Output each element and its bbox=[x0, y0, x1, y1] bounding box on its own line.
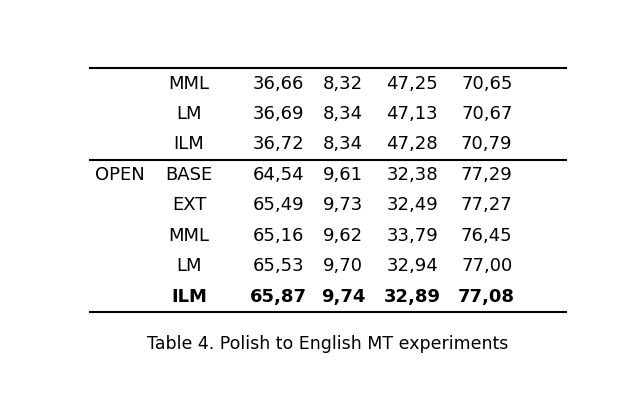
Text: 32,94: 32,94 bbox=[387, 257, 438, 275]
Text: 64,54: 64,54 bbox=[253, 166, 304, 184]
Text: BASE: BASE bbox=[166, 166, 212, 184]
Text: MML: MML bbox=[168, 74, 210, 92]
Text: 47,25: 47,25 bbox=[387, 74, 438, 92]
Text: 36,69: 36,69 bbox=[253, 105, 304, 123]
Text: 9,61: 9,61 bbox=[323, 166, 363, 184]
Text: 9,74: 9,74 bbox=[321, 288, 365, 306]
Text: 65,49: 65,49 bbox=[253, 196, 304, 215]
Text: 9,62: 9,62 bbox=[323, 227, 363, 245]
Text: 9,70: 9,70 bbox=[323, 257, 363, 275]
Text: EXT: EXT bbox=[172, 196, 206, 215]
Text: 36,66: 36,66 bbox=[253, 74, 304, 92]
Text: LM: LM bbox=[177, 105, 202, 123]
Text: ILM: ILM bbox=[171, 288, 207, 306]
Text: OPEN: OPEN bbox=[95, 166, 145, 184]
Text: Table 4. Polish to English MT experiments: Table 4. Polish to English MT experiment… bbox=[147, 335, 509, 353]
Text: 65,53: 65,53 bbox=[253, 257, 304, 275]
Text: 70,67: 70,67 bbox=[461, 105, 513, 123]
Text: 8,34: 8,34 bbox=[323, 136, 363, 153]
Text: 77,08: 77,08 bbox=[458, 288, 515, 306]
Text: 32,89: 32,89 bbox=[384, 288, 441, 306]
Text: 70,79: 70,79 bbox=[461, 136, 513, 153]
Text: 9,73: 9,73 bbox=[323, 196, 363, 215]
Text: MML: MML bbox=[168, 227, 210, 245]
Text: 77,29: 77,29 bbox=[461, 166, 513, 184]
Text: 32,38: 32,38 bbox=[387, 166, 438, 184]
Text: ILM: ILM bbox=[173, 136, 205, 153]
Text: 33,79: 33,79 bbox=[387, 227, 438, 245]
Text: 8,32: 8,32 bbox=[323, 74, 363, 92]
Text: 77,27: 77,27 bbox=[461, 196, 513, 215]
Text: 8,34: 8,34 bbox=[323, 105, 363, 123]
Text: 32,49: 32,49 bbox=[387, 196, 438, 215]
Text: LM: LM bbox=[177, 257, 202, 275]
Text: 36,72: 36,72 bbox=[253, 136, 304, 153]
Text: 47,13: 47,13 bbox=[387, 105, 438, 123]
Text: 77,00: 77,00 bbox=[461, 257, 513, 275]
Text: 76,45: 76,45 bbox=[461, 227, 513, 245]
Text: 70,65: 70,65 bbox=[461, 74, 513, 92]
Text: 47,28: 47,28 bbox=[387, 136, 438, 153]
Text: 65,87: 65,87 bbox=[250, 288, 307, 306]
Text: 65,16: 65,16 bbox=[253, 227, 304, 245]
